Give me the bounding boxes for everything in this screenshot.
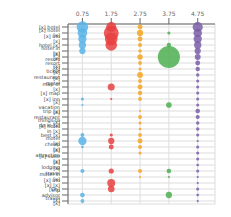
svg-text:0.75: 0.75 [76,10,90,17]
svg-text:[x]ticket: [x]ticket [46,63,60,74]
svg-text:2.75: 2.75 [133,10,147,17]
svg-text:travel[x]: travel[x] [45,195,60,206]
svg-text:1.75: 1.75 [105,10,119,17]
svg-text:3.75: 3.75 [162,10,176,17]
svg-text:4.75: 4.75 [191,10,205,17]
svg-text:[x] suite[x]: [x] suite[x] [39,153,60,164]
svg-text:motel in[x]: motel in[x] [39,171,60,182]
svg-text:[x]attraction: [x]attraction [36,147,60,158]
svg-text:[x]restaurant: [x]restaurant [34,69,60,80]
svg-text:[x] hotel[x]: [x] hotel[x] [39,27,60,38]
svg-text:things todo in [x]: things todo in [x] [38,117,60,128]
svg-text:cheap[x]: cheap[x] [45,141,60,152]
